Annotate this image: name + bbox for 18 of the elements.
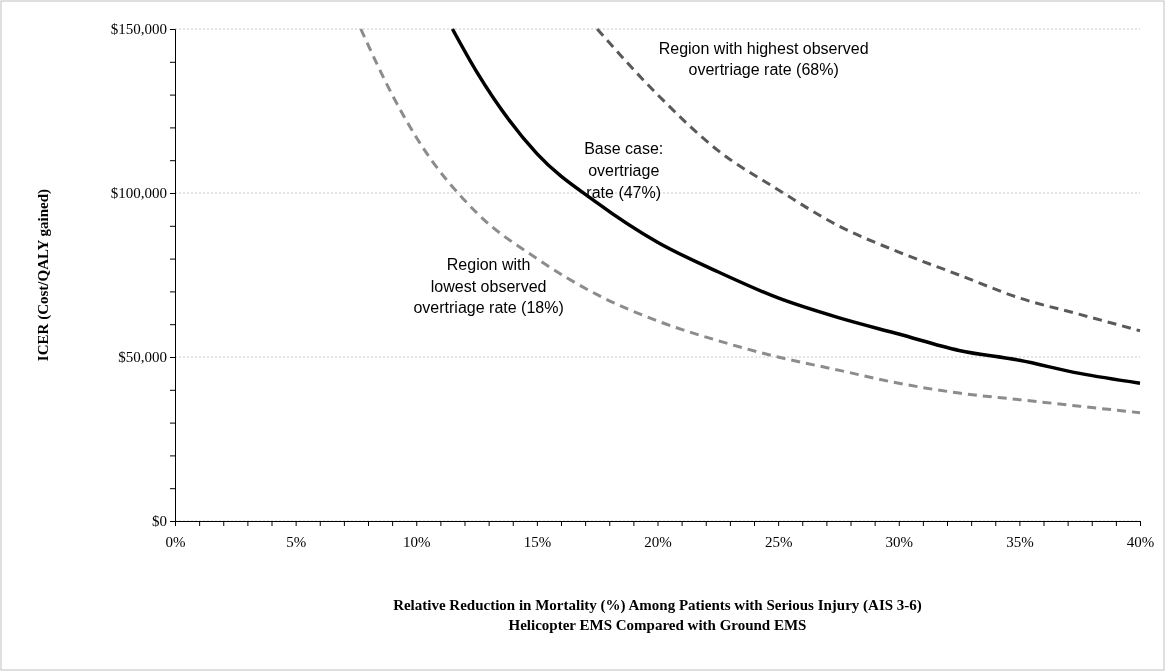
x-tick-label: 35% bbox=[1006, 534, 1034, 550]
x-tick-label: 5% bbox=[286, 534, 307, 550]
x-tick-label: 30% bbox=[885, 534, 913, 550]
annotation: Region with lowest observed overtriage rate (18%) bbox=[413, 256, 564, 317]
x-tick-label: 40% bbox=[1126, 534, 1155, 550]
x-axis-title: Relative Reduction in Mortality (%) Among Patients with Serious Injury (AIS 3-6) Helicopter EMS Compared with Ground EMS bbox=[393, 597, 922, 633]
annotation: Region with highest observed overtriage rate (68%) bbox=[658, 39, 869, 79]
x-tick-label: 15% bbox=[523, 534, 552, 550]
x-tick-label: 0% bbox=[165, 534, 186, 550]
x-tick-label: 10% bbox=[403, 534, 431, 550]
y-tick-label: $0 bbox=[152, 513, 167, 530]
y-tick-label: $150,000 bbox=[110, 21, 167, 38]
line-series bbox=[359, 27, 1142, 415]
y-tick-label: $50,000 bbox=[118, 349, 167, 366]
y-tick-label: $100,000 bbox=[110, 185, 167, 202]
y-axis-title: ICER (Cost/QALY gained) bbox=[35, 188, 52, 362]
x-tick-label: 25% bbox=[764, 534, 793, 550]
x-tick-label: 20% bbox=[644, 534, 672, 550]
